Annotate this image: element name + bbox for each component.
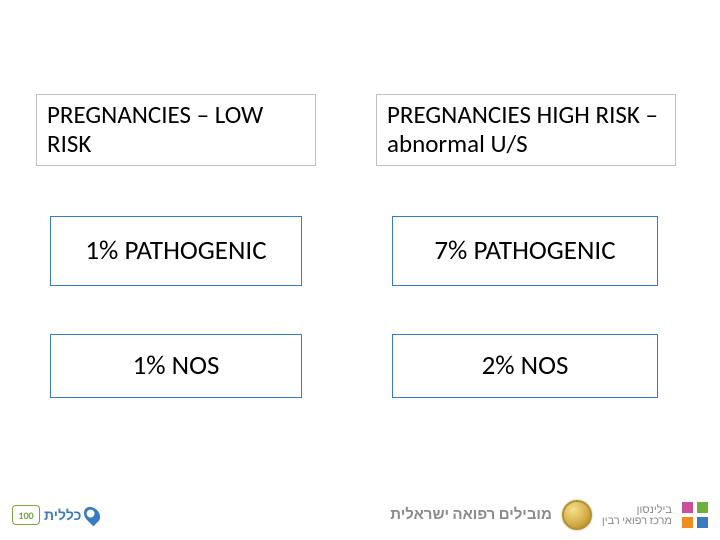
high-pathogenic-box: 7% PATHOGENIC bbox=[392, 216, 658, 286]
slide: PREGNANCIES – LOW RISK PREGNANCIES HIGH … bbox=[0, 0, 720, 540]
clalit-badge-icon: 100 bbox=[12, 505, 40, 525]
clalit-drop-icon bbox=[81, 504, 104, 527]
low-risk-header-box: PREGNANCIES – LOW RISK bbox=[36, 94, 316, 166]
high-risk-header-box: PREGNANCIES HIGH RISK – abnormal U/S bbox=[376, 94, 676, 166]
footer: 100 כללית בילינסון מרכז רפואי רבין מוביל… bbox=[0, 490, 720, 540]
rabin-text: מובילים רפואה ישראלית bbox=[390, 506, 552, 524]
low-nos-text: 1% NOS bbox=[133, 350, 220, 381]
footer-left: 100 כללית bbox=[12, 505, 99, 525]
footer-right: בילינסון מרכז רפואי רבין מובילים רפואה י… bbox=[390, 500, 708, 530]
low-pathogenic-box: 1% PATHOGENIC bbox=[50, 216, 302, 286]
beilinson-block: בילינסון מרכז רפואי רבין bbox=[602, 504, 672, 526]
low-nos-box: 1% NOS bbox=[50, 334, 302, 398]
high-nos-box: 2% NOS bbox=[392, 334, 658, 398]
low-risk-header-text: PREGNANCIES – LOW RISK bbox=[47, 101, 305, 159]
high-nos-text: 2% NOS bbox=[482, 350, 569, 381]
high-risk-header-text: PREGNANCIES HIGH RISK – abnormal U/S bbox=[387, 101, 665, 159]
gold-medal-icon bbox=[562, 500, 592, 530]
clalit-text: כללית bbox=[44, 507, 81, 524]
clalit-logo: 100 כללית bbox=[12, 505, 99, 525]
color-squares-icon bbox=[682, 502, 708, 528]
beilinson-line2: מרכז רפואי רבין bbox=[602, 515, 672, 526]
low-pathogenic-text: 1% PATHOGENIC bbox=[85, 235, 266, 266]
high-pathogenic-text: 7% PATHOGENIC bbox=[434, 235, 615, 266]
clalit-badge-text: 100 bbox=[18, 509, 33, 522]
